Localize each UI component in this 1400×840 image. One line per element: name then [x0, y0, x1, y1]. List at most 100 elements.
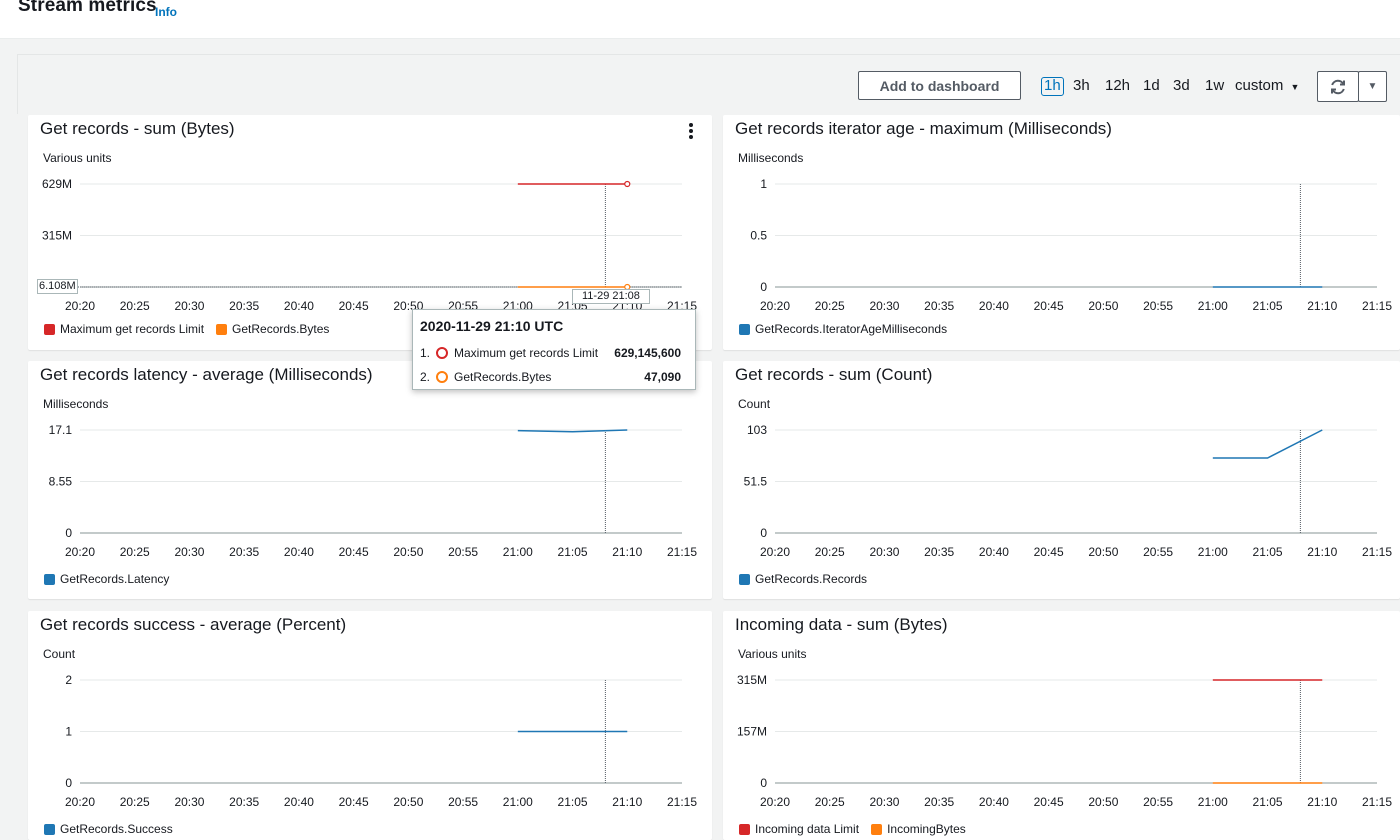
chart-title: Incoming data - sum (Bytes): [735, 615, 948, 634]
legend-swatch: [739, 323, 750, 335]
x-tick-label: 20:50: [393, 545, 423, 559]
x-tick-label: 20:35: [924, 545, 954, 559]
x-tick-label: 21:15: [667, 545, 697, 559]
x-tick-label: 20:30: [869, 545, 899, 559]
legend-item[interactable]: GetRecords.Latency: [44, 572, 169, 586]
chart-plot[interactable]: 315M 157M 0 20:20 20:25 20:30 20:35 20:40 20:45 2…: [723, 611, 1400, 840]
x-tick-label: 20:25: [815, 795, 845, 809]
legend-item[interactable]: GetRecords.Records: [739, 572, 867, 586]
y-tick-label: 0: [65, 526, 72, 540]
chart-legend: Incoming data Limit IncomingBytes: [739, 822, 966, 836]
x-tick-label: 20:30: [869, 795, 899, 809]
y-tick-label: 629M: [42, 177, 72, 191]
x-tick-label: 20:45: [339, 299, 369, 313]
x-tick-label: 21:10: [612, 795, 642, 809]
y-tick-label: 0: [760, 280, 767, 294]
legend-label: Maximum get records Limit: [60, 322, 205, 336]
caret-down-icon: ▼: [1367, 81, 1378, 92]
tooltip-row-label: GetRecords.Bytes: [454, 370, 552, 384]
x-tick-label: 21:10: [1307, 545, 1337, 559]
y-axis-label: Milliseconds: [43, 397, 109, 411]
x-tick-label: 20:50: [1088, 795, 1118, 809]
x-tick-label: 20:20: [65, 545, 95, 559]
legend-item[interactable]: GetRecords.Success: [44, 822, 173, 836]
chart-panel-records-count: Get records - sum (Count) Count 103 51.5 0…: [723, 361, 1400, 599]
legend-label: GetRecords.Records: [755, 572, 868, 586]
range-12h[interactable]: 12h: [1105, 77, 1131, 94]
x-tick-label: 20:35: [924, 795, 954, 809]
y-axis-label: Count: [738, 397, 771, 411]
y-tick-label: 0: [65, 776, 72, 790]
x-tick-label: 20:55: [1143, 545, 1173, 559]
x-tick-label: 21:15: [1362, 795, 1392, 809]
x-tick-label: 21:00: [1198, 299, 1228, 313]
legend-swatch: [44, 823, 55, 835]
info-link[interactable]: Info: [155, 5, 177, 19]
legend-label: GetRecords.Latency: [60, 572, 170, 586]
legend-label: GetRecords.Bytes: [232, 322, 330, 336]
y-tick-label: 51.5: [744, 475, 768, 489]
y-tick-label: 2: [65, 673, 72, 687]
chart-plot[interactable]: 17.1 8.55 0 20:20 20:25 20:30 20:35 20:40 20:45 2…: [28, 361, 712, 599]
x-tick-label: 21:15: [667, 795, 697, 809]
legend-swatch: [216, 323, 228, 335]
tooltip-row: 1. Maximum get records Limit 629,145,600: [420, 346, 681, 360]
series-line: [1212, 429, 1323, 459]
range-custom-dropdown[interactable]: custom ▼: [1235, 77, 1299, 94]
range-1d[interactable]: 1d: [1143, 77, 1160, 94]
chart-panel-get-records-bytes: Get records - sum (Bytes) Various units …: [28, 115, 712, 350]
x-tick-label: 21:10: [612, 545, 642, 559]
y-tick-label: 1: [65, 725, 72, 739]
legend-label: GetRecords.Success: [60, 822, 173, 836]
legend-label: Incoming data Limit: [755, 822, 860, 836]
legend-swatch: [44, 323, 55, 335]
legend-item[interactable]: GetRecords.Bytes: [216, 322, 329, 336]
x-tick-label: 21:05: [558, 795, 588, 809]
x-tick-label: 20:45: [1034, 545, 1064, 559]
y-tick-label: 17.1: [49, 423, 73, 437]
y-tick-label: 1: [760, 177, 767, 191]
x-tick-label: 20:55: [448, 795, 478, 809]
refresh-button[interactable]: [1317, 71, 1359, 102]
add-to-dashboard-button[interactable]: Add to dashboard: [858, 71, 1021, 100]
range-3d[interactable]: 3d: [1173, 77, 1190, 94]
y-tick-label: 157M: [737, 725, 767, 739]
tooltip-row-value: 47,090: [644, 370, 681, 384]
x-tick-label: 20:30: [174, 299, 204, 313]
chart-plot[interactable]: 1 0.5 0 20:20 20:25 20:30 20:35 20:40 20:45 20:50…: [723, 115, 1400, 350]
range-3h[interactable]: 3h: [1073, 77, 1090, 94]
legend-item[interactable]: Incoming data Limit: [739, 822, 859, 836]
range-1h[interactable]: 1h: [1041, 77, 1064, 96]
range-1w[interactable]: 1w: [1205, 77, 1225, 94]
chart-plot[interactable]: 629M 315M 20:20 20:25 20:30 20:35 20:40 20:45 20…: [28, 115, 712, 350]
x-tick-label: 20:40: [284, 545, 314, 559]
legend-swatch: [739, 823, 750, 835]
y-tick-label: 0: [760, 526, 767, 540]
chart-plot[interactable]: 2 1 0 20:20 20:25 20:30 20:35 20:40 20:45 20:50 20…: [28, 611, 712, 840]
hover-x-value: 11-29 21:08: [572, 289, 650, 304]
series-line: [517, 429, 628, 433]
tooltip-title: 2020-11-29 21:10 UTC: [420, 318, 564, 334]
x-tick-label: 20:20: [65, 795, 95, 809]
legend-item[interactable]: Maximum get records Limit: [44, 322, 204, 336]
x-tick-label: 21:10: [1307, 795, 1337, 809]
x-tick-label: 20:40: [284, 299, 314, 313]
chart-legend: Maximum get records Limit GetRecords.Byte…: [44, 322, 329, 336]
refresh-options-dropdown[interactable]: ▼: [1358, 71, 1387, 102]
x-tick-label: 20:45: [1034, 795, 1064, 809]
chart-title: Get records latency - average (Milliseco…: [40, 365, 373, 384]
legend-item[interactable]: GetRecords.IteratorAgeMilliseconds: [739, 322, 947, 336]
series-marker-icon: [436, 347, 448, 359]
more-options-icon[interactable]: [688, 123, 694, 139]
page-title: Stream metrics: [18, 0, 157, 16]
x-tick-label: 20:25: [120, 795, 150, 809]
x-tick-label: 21:00: [503, 545, 533, 559]
x-tick-label: 20:30: [174, 545, 204, 559]
chart-title: Get records iterator age - maximum (Mill…: [735, 119, 1112, 138]
chart-plot[interactable]: 103 51.5 0 20:20 20:25 20:30 20:35 20:40 20:45 20…: [723, 361, 1400, 599]
x-tick-label: 20:25: [120, 299, 150, 313]
x-tick-label: 20:50: [1088, 299, 1118, 313]
legend-item[interactable]: IncomingBytes: [871, 822, 966, 836]
y-tick-label: 103: [747, 423, 767, 437]
y-axis-label: Various units: [43, 151, 112, 165]
